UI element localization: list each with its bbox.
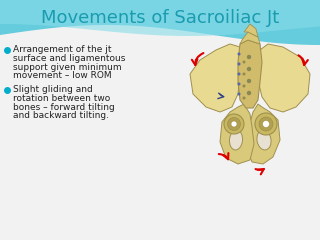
Text: support given minimum: support given minimum [13, 62, 122, 72]
Text: Slight gliding and: Slight gliding and [13, 85, 93, 95]
Polygon shape [244, 24, 258, 37]
Circle shape [247, 79, 251, 83]
Text: Arrangement of the jt: Arrangement of the jt [13, 46, 111, 54]
Circle shape [243, 72, 245, 76]
Polygon shape [238, 40, 262, 108]
Circle shape [237, 92, 241, 96]
Circle shape [255, 113, 277, 135]
Text: Movements of Sacroiliac Jt: Movements of Sacroiliac Jt [41, 9, 279, 27]
Polygon shape [0, 0, 320, 36]
Polygon shape [256, 44, 310, 112]
Circle shape [243, 96, 245, 100]
Circle shape [243, 60, 245, 64]
Circle shape [262, 120, 269, 127]
Text: movement – low ROM: movement – low ROM [13, 71, 112, 80]
Circle shape [247, 67, 251, 71]
Polygon shape [190, 44, 240, 112]
Ellipse shape [229, 130, 243, 150]
Ellipse shape [257, 130, 271, 150]
Polygon shape [240, 32, 260, 44]
Polygon shape [0, 0, 320, 45]
Polygon shape [220, 104, 254, 164]
Circle shape [237, 62, 241, 66]
Circle shape [247, 55, 251, 59]
Circle shape [237, 53, 241, 55]
Polygon shape [246, 104, 280, 164]
Text: surface and ligamentous: surface and ligamentous [13, 54, 125, 63]
Text: bones – forward tilting: bones – forward tilting [13, 102, 115, 112]
Circle shape [259, 117, 273, 131]
Circle shape [237, 72, 241, 76]
Text: rotation between two: rotation between two [13, 94, 110, 103]
Circle shape [224, 114, 244, 134]
Circle shape [231, 121, 237, 127]
Circle shape [243, 84, 245, 88]
Circle shape [247, 91, 251, 95]
Text: and backward tilting.: and backward tilting. [13, 111, 109, 120]
Circle shape [228, 118, 241, 131]
Circle shape [237, 83, 241, 85]
